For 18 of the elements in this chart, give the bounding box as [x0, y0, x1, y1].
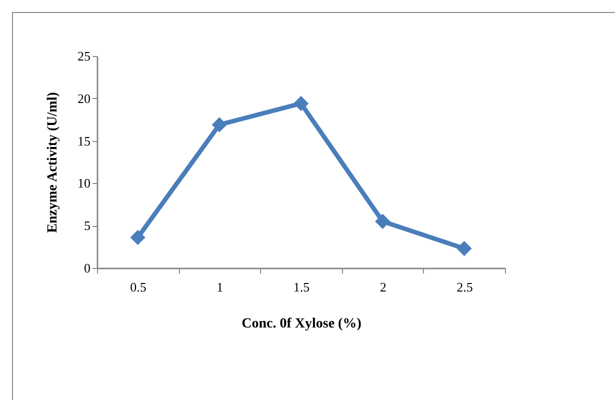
point: [130, 230, 146, 246]
x-axis-title: Conc. 0f Xylose (%): [242, 316, 362, 332]
y-axis-title: Enzyme Activity (U/ml): [46, 92, 60, 233]
point: [293, 96, 309, 112]
y-tick-label: 15: [78, 133, 90, 148]
y-tick-label: 20: [78, 90, 90, 106]
x-tick-label: 1: [216, 280, 224, 294]
y-tick-label: 25: [78, 48, 90, 64]
point: [375, 214, 390, 229]
y-tick-label: 10: [78, 176, 90, 191]
x-tick-label: 2.5: [456, 280, 473, 294]
x-tick-label: 0.5: [130, 280, 146, 294]
x-tick-label: 1.5: [293, 280, 310, 294]
y-tick-label: 5: [84, 218, 90, 234]
point: [212, 117, 227, 132]
x-tick-label: 2: [380, 280, 386, 294]
y-tick-label: 0: [84, 260, 90, 276]
point: [456, 240, 472, 256]
